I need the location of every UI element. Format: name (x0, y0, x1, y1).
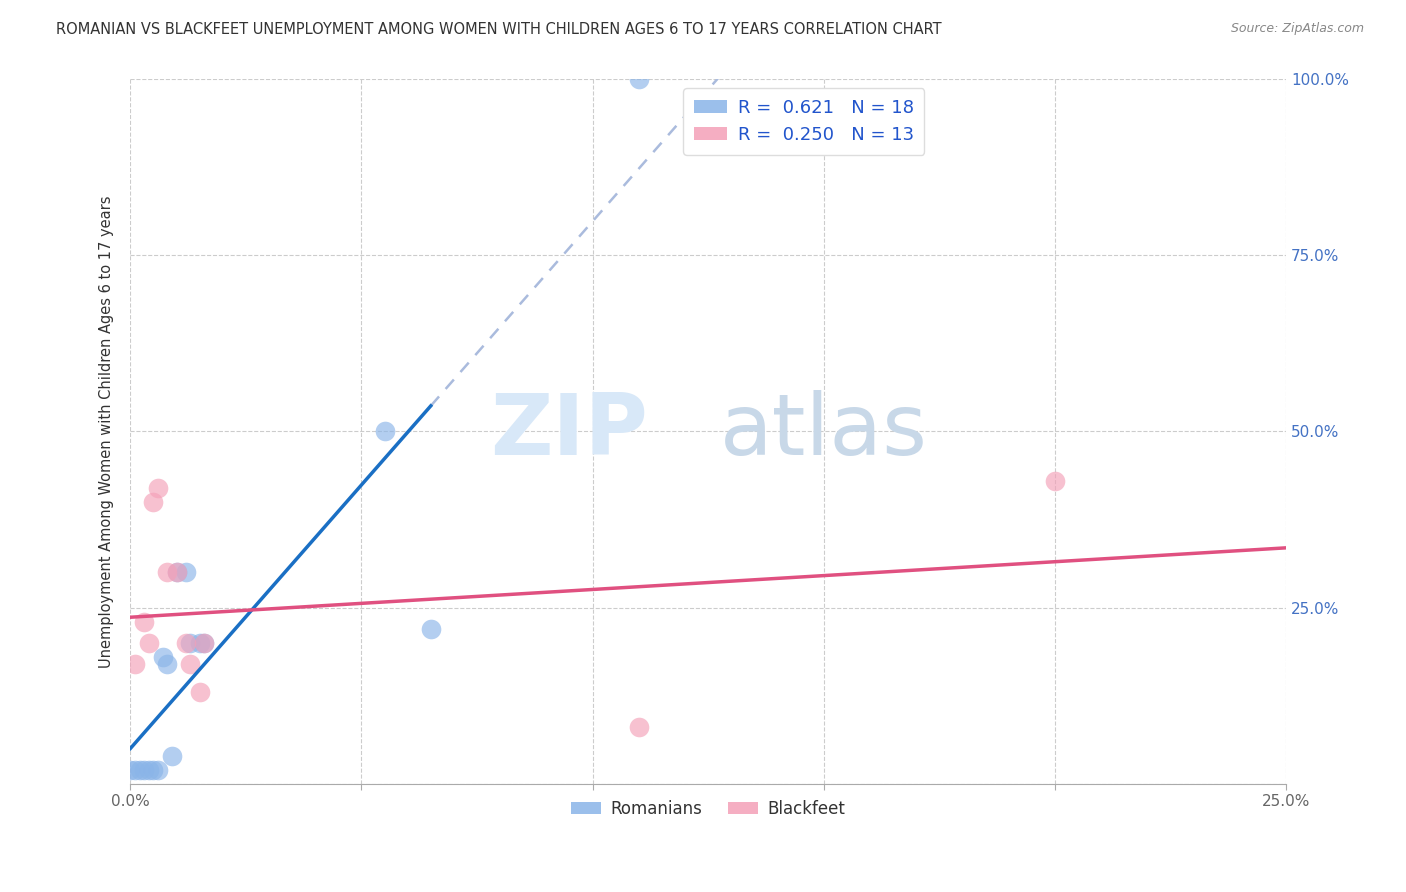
Point (193, 636, 215, 650)
Text: atlas: atlas (720, 390, 928, 473)
Point (134, 763, 156, 777)
Legend: Romanians, Blackfeet: Romanians, Blackfeet (564, 793, 852, 825)
Point (627, 72, 650, 87)
Point (193, 636, 215, 650)
Point (146, 763, 169, 777)
Point (124, 657, 146, 671)
Point (156, 566, 179, 580)
Text: Source: ZipAtlas.com: Source: ZipAtlas.com (1230, 22, 1364, 36)
Point (374, 425, 396, 439)
Point (124, 763, 146, 777)
Point (138, 636, 160, 650)
Point (160, 748, 183, 763)
Point (134, 615, 156, 629)
Point (138, 763, 160, 777)
Y-axis label: Unemployment Among Women with Children Ages 6 to 17 years: Unemployment Among Women with Children A… (100, 195, 114, 667)
Point (146, 481, 169, 495)
Point (419, 622, 441, 636)
Point (166, 566, 188, 580)
Point (188, 636, 211, 650)
Point (166, 566, 188, 580)
Text: ROMANIAN VS BLACKFEET UNEMPLOYMENT AMONG WOMEN WITH CHILDREN AGES 6 TO 17 YEARS : ROMANIAN VS BLACKFEET UNEMPLOYMENT AMONG… (56, 22, 942, 37)
Point (120, 763, 142, 777)
Point (179, 657, 201, 671)
Point (128, 763, 150, 777)
Point (156, 657, 179, 671)
Point (142, 495, 165, 509)
Text: ZIP: ZIP (491, 390, 648, 473)
Point (179, 636, 201, 650)
Point (627, 720, 650, 734)
Point (188, 685, 211, 699)
Point (1043, 474, 1066, 488)
Point (174, 566, 197, 580)
Point (142, 763, 165, 777)
Point (174, 636, 197, 650)
Point (152, 649, 174, 664)
